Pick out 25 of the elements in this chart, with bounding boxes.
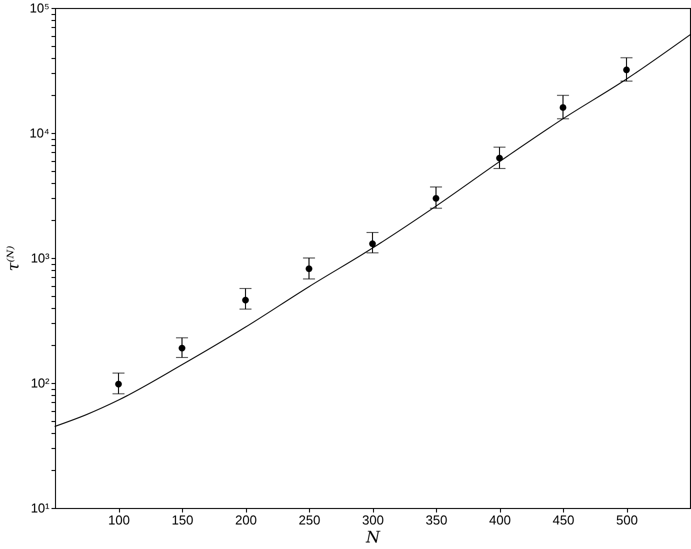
point (242, 296, 249, 304)
point (623, 66, 630, 74)
y-tick-label: 10³ (30, 250, 50, 266)
point (560, 104, 566, 111)
x-axis-title: N (365, 528, 381, 546)
point (369, 240, 376, 248)
x-tick-label: 500 (616, 512, 638, 528)
x-tick-label: 300 (362, 512, 384, 528)
x-tick-label: 200 (235, 512, 257, 528)
x-tick-label: 250 (298, 512, 320, 528)
y-tick-label: 10⁵ (30, 0, 50, 16)
point (306, 265, 312, 272)
y-tick-label: 10¹ (30, 500, 50, 516)
x-tick-label: 150 (172, 512, 194, 528)
y-tick-label: 10² (30, 376, 50, 390)
point (115, 380, 122, 388)
x-tick-label: 450 (552, 512, 574, 528)
y-tick-label: 10⁴ (29, 126, 50, 140)
y-axis-title: τ⁽ᴺ⁾ (3, 246, 22, 272)
x-tick-label: 350 (426, 512, 448, 528)
point (178, 344, 186, 352)
point (432, 195, 440, 202)
point (496, 154, 503, 162)
x-tick-label: 100 (108, 512, 130, 528)
x-tick-label: 400 (489, 512, 511, 528)
